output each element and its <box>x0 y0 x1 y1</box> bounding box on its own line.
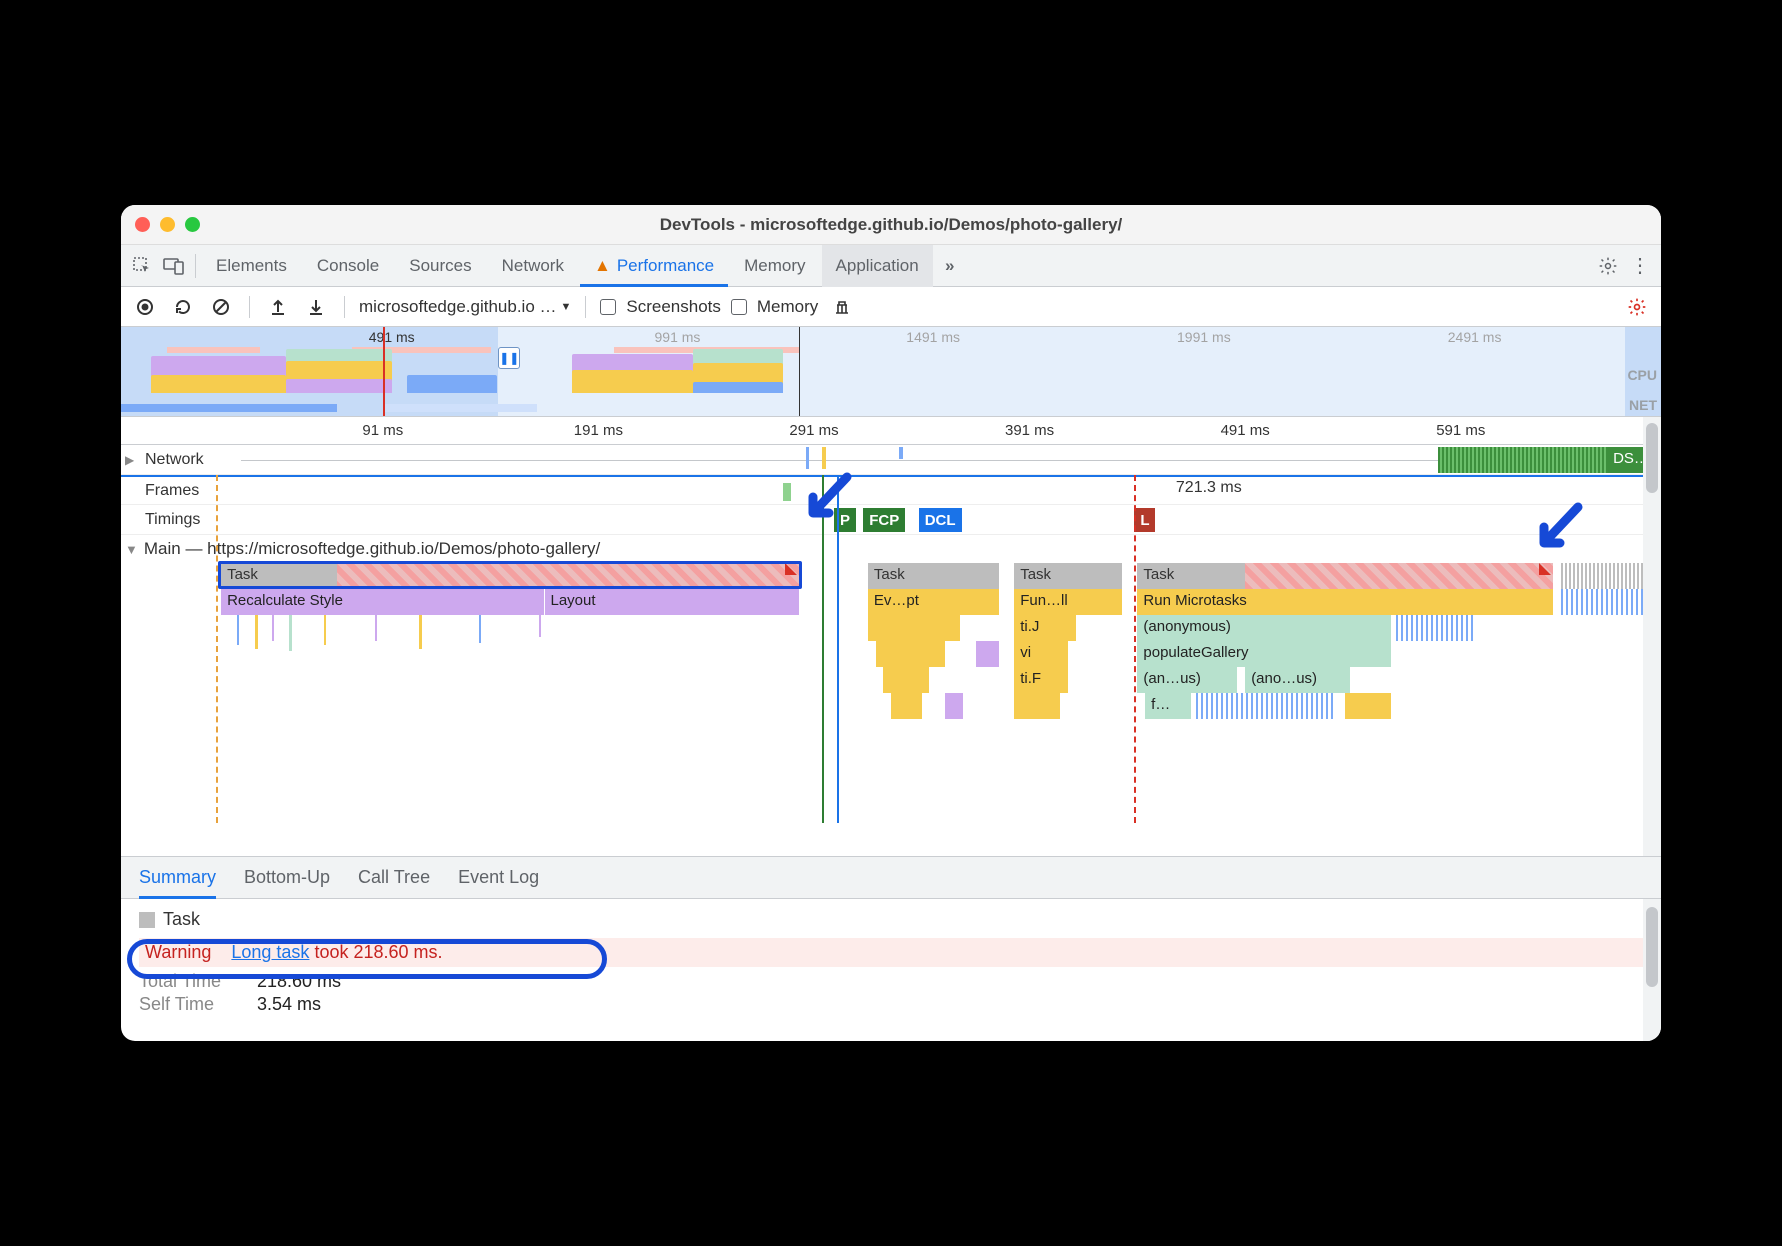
tab-performance[interactable]: ▲ Performance <box>580 245 728 287</box>
warning-row: Warning Long task took 218.60 ms. <box>139 938 1643 967</box>
device-emulation-icon[interactable] <box>159 251 189 281</box>
long-task-hash-1 <box>337 563 799 589</box>
vi-bar[interactable]: vi <box>1014 641 1068 667</box>
detail-scrollbar[interactable] <box>1643 417 1661 856</box>
tab-eventlog[interactable]: Event Log <box>458 857 539 899</box>
more-tabs-icon[interactable]: » <box>935 251 965 281</box>
pause-button[interactable]: ❚❚ <box>498 347 520 369</box>
network-bars <box>1438 447 1607 473</box>
load-badge[interactable]: L <box>1134 508 1155 532</box>
function-bar[interactable]: Fun…ll <box>1014 589 1122 615</box>
screenshots-checkbox[interactable] <box>600 299 616 315</box>
chevron-down-icon: ▼ <box>561 301 572 313</box>
overview-timeline[interactable]: 491 ms 991 ms 1491 ms 1991 ms 2491 ms ❚❚ <box>121 327 1661 417</box>
separator <box>195 254 196 278</box>
tif-bar[interactable]: ti.F <box>1014 667 1068 693</box>
task-swatch <box>139 912 155 928</box>
overview-cpu <box>121 347 1625 393</box>
flamechart-panel[interactable]: 91 ms 191 ms 291 ms 391 ms 491 ms 591 ms… <box>121 417 1661 857</box>
summary-panel: Task Warning Long task took 218.60 ms. T… <box>121 899 1661 1041</box>
task-bar-2[interactable]: Task <box>868 563 999 589</box>
total-time-row: Total Time218.60 ms <box>139 971 1643 992</box>
detail-ruler: 91 ms 191 ms 291 ms 391 ms 491 ms 591 ms <box>121 417 1661 445</box>
fcp-badge[interactable]: FCP <box>863 508 905 532</box>
long-task-link[interactable]: Long task <box>231 942 309 962</box>
titlebar: DevTools - microsoftedge.github.io/Demos… <box>121 205 1661 245</box>
reload-button[interactable] <box>169 293 197 321</box>
upload-profile-icon[interactable] <box>264 293 292 321</box>
anon-bar-1[interactable]: (an…us) <box>1137 667 1237 693</box>
screenshots-label: Screenshots <box>626 297 721 317</box>
long-task-hash-2 <box>1245 563 1553 589</box>
tab-bottomup[interactable]: Bottom-Up <box>244 857 330 899</box>
f-bar[interactable]: f… <box>1145 693 1191 719</box>
performance-toolbar: microsoftedge.github.io …▼ Screenshots M… <box>121 287 1661 327</box>
recalculate-style-bar[interactable]: Recalculate Style <box>221 589 544 615</box>
overview-cursor <box>383 327 385 416</box>
main-toolbar: Elements Console Sources Network ▲ Perfo… <box>121 245 1661 287</box>
network-ds-block[interactable]: DS… <box>1607 447 1647 473</box>
task-bar-3[interactable]: Task <box>1014 563 1122 589</box>
garbage-collect-icon[interactable] <box>828 293 856 321</box>
profile-url-dropdown[interactable]: microsoftedge.github.io …▼ <box>359 297 571 317</box>
clear-button[interactable] <box>207 293 235 321</box>
summary-scrollbar[interactable] <box>1643 899 1661 1041</box>
frame-duration-label: 721.3 ms <box>1176 479 1242 497</box>
dcl-badge[interactable]: DCL <box>919 508 962 532</box>
tij-bar[interactable]: ti.J <box>1014 615 1076 641</box>
tab-sources[interactable]: Sources <box>395 245 485 287</box>
net-label: NET <box>1629 397 1657 413</box>
collapse-icon[interactable]: ▼ <box>125 542 138 557</box>
long-task-marker <box>785 563 797 575</box>
populate-gallery-bar[interactable]: populateGallery <box>1137 641 1391 667</box>
run-microtasks-bar[interactable]: Run Microtasks <box>1137 589 1553 615</box>
timings-track[interactable]: Timings P FCP DCL L <box>121 505 1661 535</box>
tab-application[interactable]: Application <box>822 245 933 287</box>
flame-chart[interactable]: Task Task Task Task Recalculate Style La… <box>121 563 1661 823</box>
anon-bar-2[interactable]: (ano…us) <box>1245 667 1350 693</box>
network-track[interactable]: ▶ Network DS… <box>121 445 1661 475</box>
expand-icon[interactable]: ▶ <box>125 453 134 467</box>
overview-nowline <box>799 327 800 416</box>
details-tabstrip: Summary Bottom-Up Call Tree Event Log <box>121 857 1661 899</box>
inspect-element-icon[interactable] <box>127 251 157 281</box>
memory-label: Memory <box>757 297 818 317</box>
tab-memory[interactable]: Memory <box>730 245 819 287</box>
tab-summary[interactable]: Summary <box>139 857 216 899</box>
tab-network[interactable]: Network <box>488 245 578 287</box>
kebab-menu-icon[interactable]: ⋮ <box>1625 251 1655 281</box>
long-task-marker-2 <box>1539 563 1551 575</box>
memory-checkbox[interactable] <box>731 299 747 315</box>
tab-elements[interactable]: Elements <box>202 245 301 287</box>
window-title: DevTools - microsoftedge.github.io/Demos… <box>121 215 1661 235</box>
main-track-header[interactable]: ▼ Main — https://microsoftedge.github.io… <box>121 535 1661 563</box>
warning-icon: ▲ <box>594 256 611 276</box>
layout-bar[interactable]: Layout <box>545 589 799 615</box>
download-profile-icon[interactable] <box>302 293 330 321</box>
capture-settings-gear-icon[interactable] <box>1623 293 1651 321</box>
annotation-arrow-2 <box>1530 501 1586 557</box>
load-line <box>1134 475 1136 823</box>
cpu-label: CPU <box>1627 367 1657 383</box>
tab-console[interactable]: Console <box>303 245 393 287</box>
anonymous-bar[interactable]: (anonymous) <box>1137 615 1391 641</box>
record-button[interactable] <box>131 293 159 321</box>
annotation-arrow-1 <box>799 471 855 527</box>
devtools-window: DevTools - microsoftedge.github.io/Demos… <box>121 205 1661 1041</box>
self-time-row: Self Time3.54 ms <box>139 994 1643 1015</box>
event-bar[interactable]: Ev…pt <box>868 589 999 615</box>
frames-track[interactable]: Frames 721.3 ms <box>121 475 1661 505</box>
warning-label: Warning <box>145 942 211 962</box>
summary-header: Task <box>139 909 1643 930</box>
tab-calltree[interactable]: Call Tree <box>358 857 430 899</box>
settings-gear-icon[interactable] <box>1593 251 1623 281</box>
